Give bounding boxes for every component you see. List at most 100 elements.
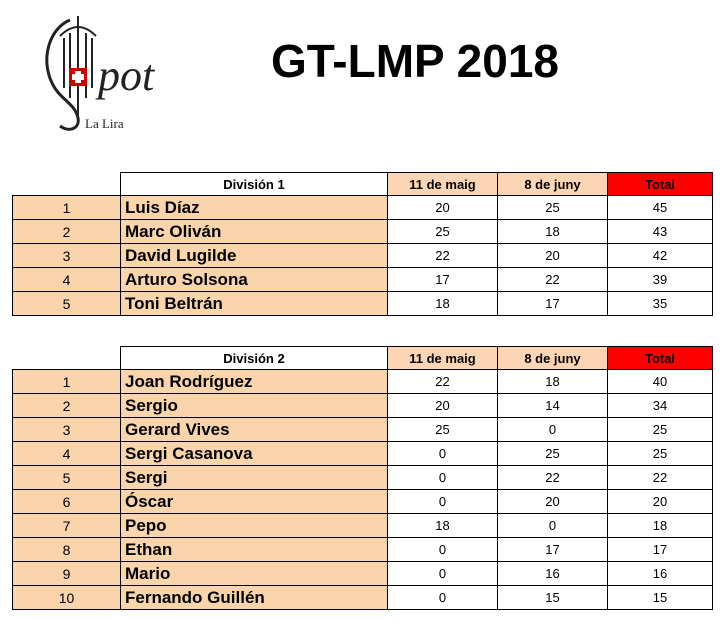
column-header: 8 de juny <box>497 346 608 370</box>
total-cell: 25 <box>607 441 713 466</box>
total-cell: 25 <box>607 417 713 442</box>
data-row: 3 David Lugilde 22 20 42 <box>12 243 713 268</box>
standings-table: División 1 11 de maig 8 de juny Total 1 Luis … <box>12 172 713 316</box>
header-row: División 2 11 de maig 8 de juny Total <box>13 346 713 370</box>
rank-cell: 10 <box>12 585 121 610</box>
score-cell: 15 <box>497 585 608 610</box>
rank-cell: 5 <box>12 291 121 316</box>
rank-cell: 4 <box>12 267 121 292</box>
score-cell: 0 <box>387 561 498 586</box>
score-cell: 18 <box>497 219 608 244</box>
column-header: División 1 <box>120 172 388 196</box>
score-cell: 25 <box>497 441 608 466</box>
score-cell: 0 <box>387 465 498 490</box>
rank-cell: 6 <box>12 489 121 514</box>
logo-caption: La Lira <box>85 116 124 131</box>
column-header: Total <box>607 346 713 370</box>
column-header: 8 de juny <box>497 172 608 196</box>
standings-table: División 2 11 de maig 8 de juny Total 1 Joan … <box>12 346 713 610</box>
score-cell: 25 <box>497 195 608 220</box>
data-row: 5 Toni Beltrán 18 17 35 <box>12 291 713 316</box>
score-cell: 16 <box>497 561 608 586</box>
score-cell: 17 <box>497 537 608 562</box>
data-row: 1 Luis Díaz 20 25 45 <box>12 195 713 220</box>
name-cell: Marc Oliván <box>120 219 388 244</box>
score-cell: 18 <box>387 291 498 316</box>
data-row: 7 Pepo 18 0 18 <box>12 513 713 538</box>
data-row: 1 Joan Rodríguez 22 18 40 <box>12 369 713 394</box>
rank-cell: 1 <box>12 195 121 220</box>
data-row: 2 Sergio 20 14 34 <box>12 393 713 418</box>
total-cell: 15 <box>607 585 713 610</box>
blank-cell <box>13 173 121 196</box>
column-header: Total <box>607 172 713 196</box>
data-row: 4 Sergi Casanova 0 25 25 <box>12 441 713 466</box>
rank-cell: 5 <box>12 465 121 490</box>
data-row: 4 Arturo Solsona 17 22 39 <box>12 267 713 292</box>
total-cell: 34 <box>607 393 713 418</box>
name-cell: Sergi Casanova <box>120 441 388 466</box>
blank-cell <box>13 347 121 370</box>
total-cell: 22 <box>607 465 713 490</box>
name-cell: David Lugilde <box>120 243 388 268</box>
data-row: 10 Fernando Guillén 0 15 15 <box>12 585 713 610</box>
rank-cell: 3 <box>12 417 121 442</box>
score-cell: 17 <box>387 267 498 292</box>
rank-cell: 8 <box>12 537 121 562</box>
name-cell: Toni Beltrán <box>120 291 388 316</box>
score-cell: 22 <box>387 243 498 268</box>
score-cell: 0 <box>497 513 608 538</box>
score-cell: 20 <box>497 489 608 514</box>
score-cell: 20 <box>497 243 608 268</box>
header-row: División 1 11 de maig 8 de juny Total <box>13 172 713 196</box>
name-cell: Sergi <box>120 465 388 490</box>
total-cell: 39 <box>607 267 713 292</box>
score-cell: 0 <box>387 489 498 514</box>
total-cell: 35 <box>607 291 713 316</box>
total-cell: 40 <box>607 369 713 394</box>
total-cell: 17 <box>607 537 713 562</box>
name-cell: Óscar <box>120 489 388 514</box>
score-cell: 25 <box>387 219 498 244</box>
total-cell: 18 <box>607 513 713 538</box>
rank-cell: 9 <box>12 561 121 586</box>
name-cell: Pepo <box>120 513 388 538</box>
score-cell: 20 <box>387 195 498 220</box>
score-cell: 22 <box>497 267 608 292</box>
column-header: 11 de maig <box>387 172 498 196</box>
score-cell: 18 <box>387 513 498 538</box>
column-header: 11 de maig <box>387 346 498 370</box>
score-cell: 14 <box>497 393 608 418</box>
name-cell: Arturo Solsona <box>120 267 388 292</box>
data-row: 6 Óscar 0 20 20 <box>12 489 713 514</box>
score-cell: 20 <box>387 393 498 418</box>
name-cell: Ethan <box>120 537 388 562</box>
data-row: 2 Marc Oliván 25 18 43 <box>12 219 713 244</box>
logo-mark: pot <box>95 51 156 100</box>
name-cell: Joan Rodríguez <box>120 369 388 394</box>
score-cell: 0 <box>497 417 608 442</box>
score-cell: 0 <box>387 537 498 562</box>
data-row: 5 Sergi 0 22 22 <box>12 465 713 490</box>
total-cell: 20 <box>607 489 713 514</box>
rank-cell: 1 <box>12 369 121 394</box>
name-cell: Mario <box>120 561 388 586</box>
rank-cell: 4 <box>12 441 121 466</box>
score-cell: 22 <box>387 369 498 394</box>
data-row: 3 Gerard Vives 25 0 25 <box>12 417 713 442</box>
rank-cell: 3 <box>12 243 121 268</box>
score-cell: 22 <box>497 465 608 490</box>
data-row: 8 Ethan 0 17 17 <box>12 537 713 562</box>
total-cell: 45 <box>607 195 713 220</box>
rank-cell: 2 <box>12 393 121 418</box>
rank-cell: 7 <box>12 513 121 538</box>
score-cell: 17 <box>497 291 608 316</box>
total-cell: 42 <box>607 243 713 268</box>
score-cell: 0 <box>387 441 498 466</box>
data-row: 9 Mario 0 16 16 <box>12 561 713 586</box>
score-cell: 25 <box>387 417 498 442</box>
rank-cell: 2 <box>12 219 121 244</box>
column-header: División 2 <box>120 346 388 370</box>
score-cell: 18 <box>497 369 608 394</box>
